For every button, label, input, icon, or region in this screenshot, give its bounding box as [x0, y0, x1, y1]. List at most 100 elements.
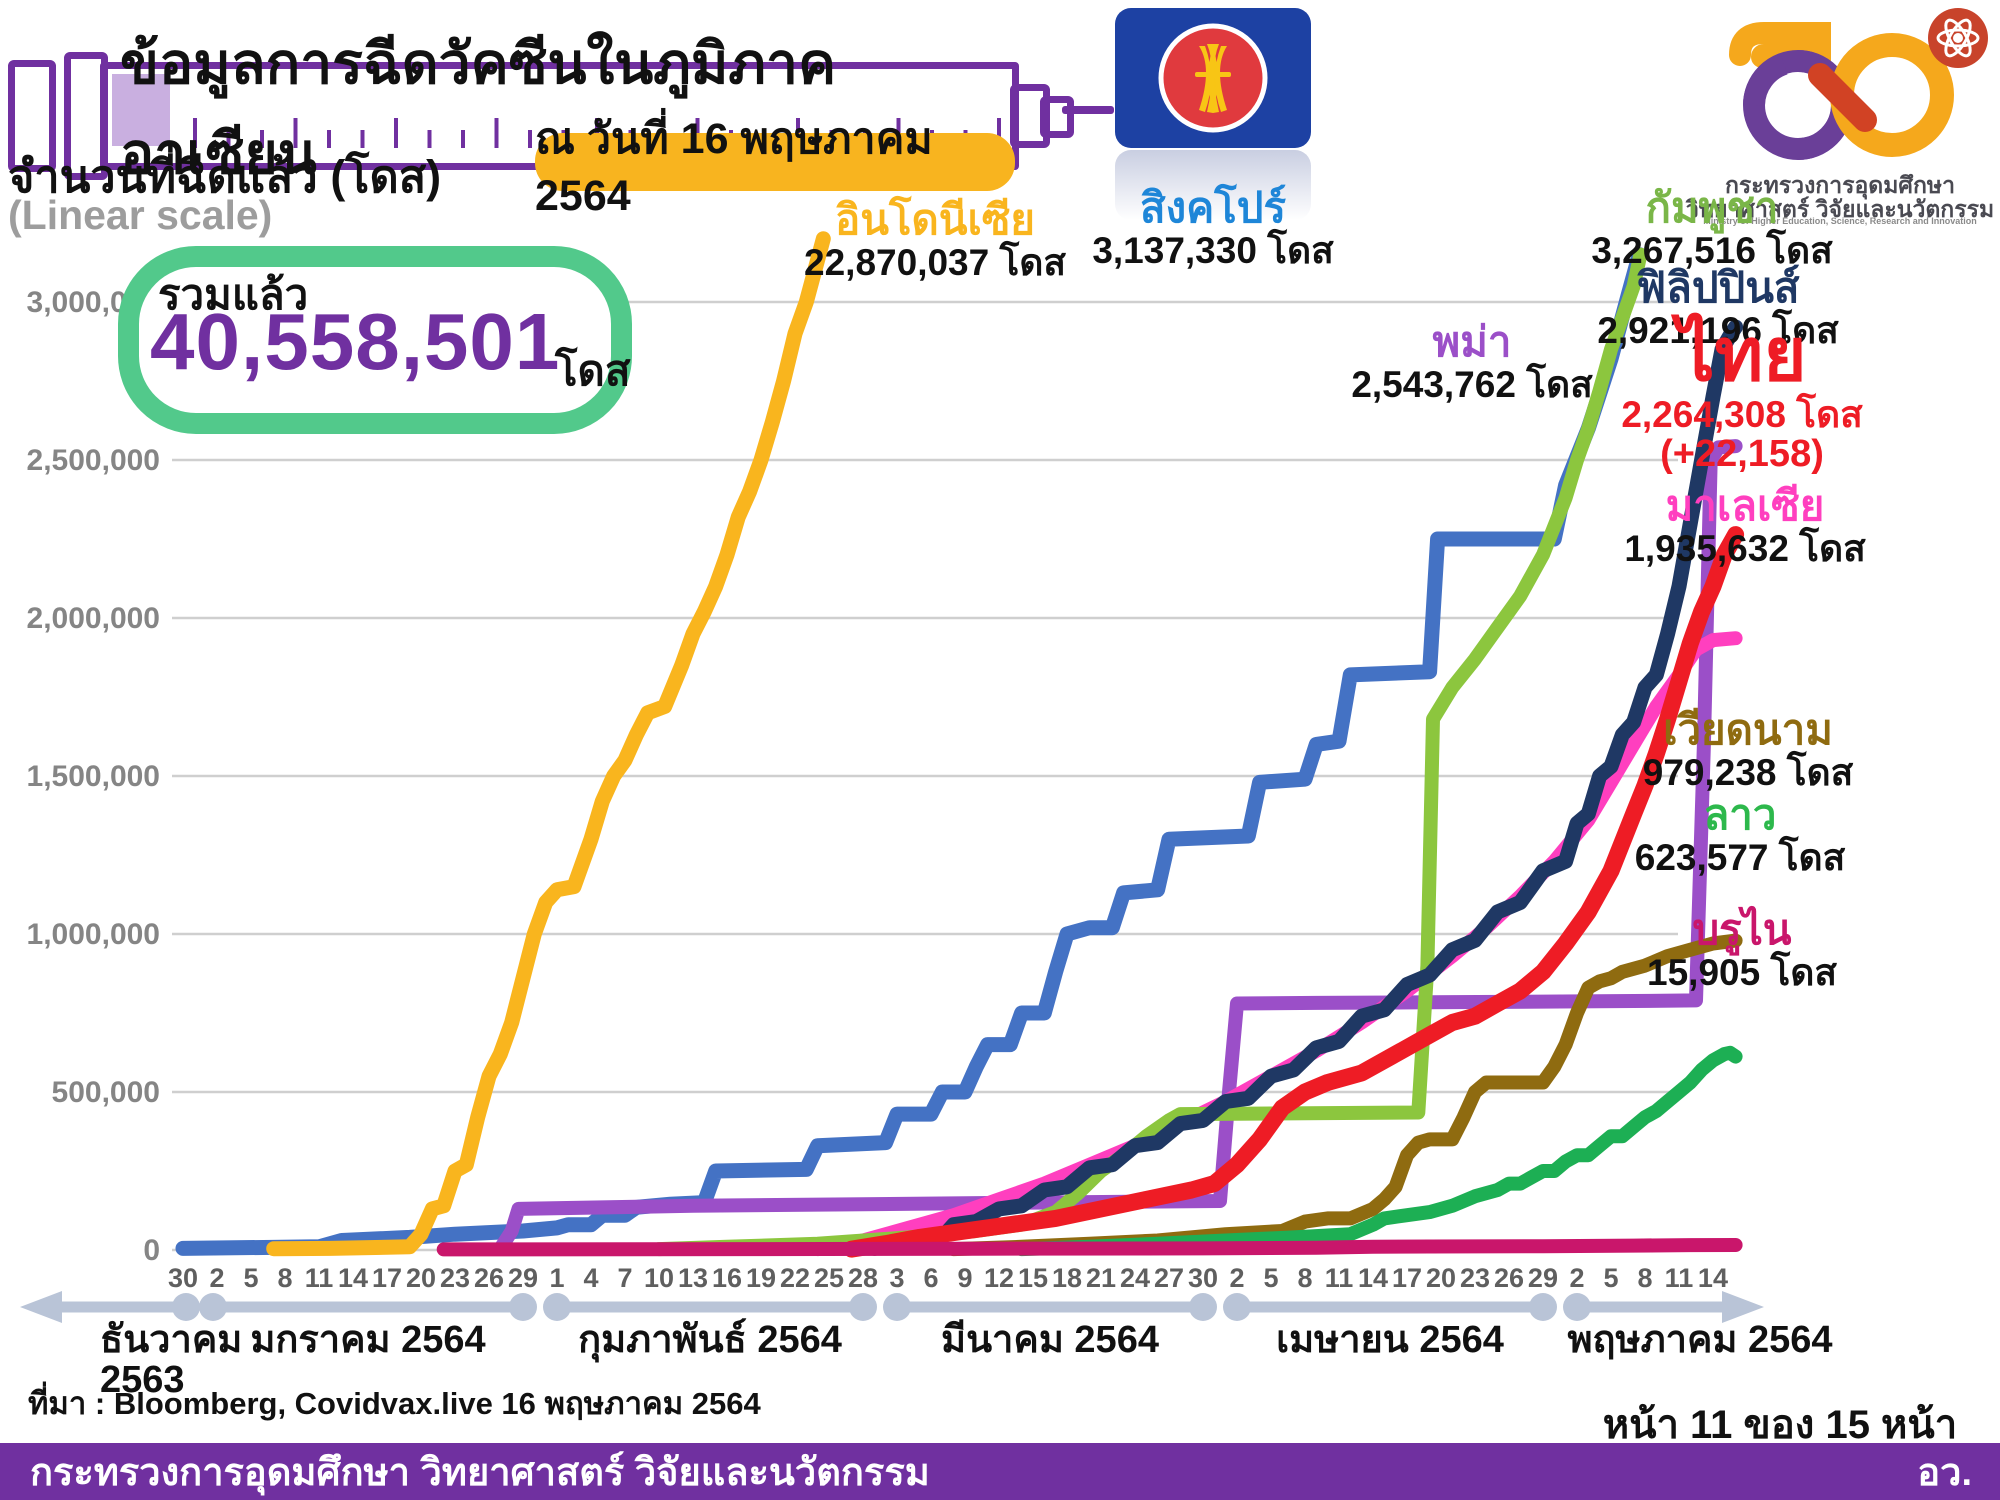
annotation-philippines: ฟิลิปปินส์ 2,921,196 โดส: [1597, 264, 1839, 352]
page-indicator: หน้า 11 ของ 15 หน้า: [1602, 1403, 1958, 1447]
x-tick-label: 20: [406, 1263, 436, 1293]
country-name-indonesia: อินโดนีเซีย: [835, 196, 1035, 243]
country-value-cambodia: 3,267,516 โดส: [1591, 230, 1833, 272]
series-line-thailand: [843, 526, 1745, 1258]
month-label: กุมภาพันธ์ 2564: [578, 1318, 842, 1363]
series-line-singapore: [175, 247, 1647, 1256]
footer-ministry-name: กระทรวงการอุดมศึกษา วิทยาศาสตร์ วิจัยและ…: [30, 1452, 930, 1494]
mhesi-name-line2: วิทยาศาสตร์ วิจัยและนวัตกรรม: [1685, 196, 1995, 222]
x-tick-label: 20: [1426, 1263, 1456, 1293]
syringe-needle-icon: [1062, 106, 1114, 114]
y-tick-label: 500,000: [52, 1076, 160, 1109]
month-axis-dot: [849, 1293, 877, 1321]
x-tick-label: 3: [889, 1263, 904, 1293]
atom-icon: [1928, 8, 1988, 68]
country-name-philippines: ฟิลิปปินส์: [1636, 264, 1800, 311]
month-label: พฤษภาคม 2564: [1567, 1319, 1832, 1361]
series-line-brunei: [436, 1238, 1743, 1257]
month-axis-dot: [172, 1293, 200, 1321]
x-tick-label: 5: [1603, 1263, 1618, 1293]
country-value-philippines: 2,921,196 โดส: [1597, 310, 1839, 352]
month-label-year: 2563: [100, 1359, 185, 1401]
annotation-cambodia: กัมพูชา 3,267,516 โดส: [1591, 184, 1833, 272]
asean-flag-reflection: [1115, 150, 1311, 220]
x-tick-label: 27: [1154, 1263, 1184, 1293]
syringe-plunger-rod-icon: [8, 60, 56, 172]
country-name-cambodia: กัมพูชา: [1645, 184, 1779, 231]
month-axis-dot: [1529, 1293, 1557, 1321]
y-axis-title: จำนวนที่ฉีดแล้ว (โดส): [8, 151, 442, 202]
footer-bar: กระทรวงการอุดมศึกษา วิทยาศาสตร์ วิจัยและ…: [0, 1443, 2000, 1500]
total-label: รวมแล้ว: [158, 271, 309, 318]
series-line-vietnam: [946, 933, 1743, 1257]
country-value-singapore: 3,137,330 โดส: [1092, 230, 1334, 272]
x-tick-label: 14: [1358, 1263, 1388, 1293]
month-label: มกราคม 2564: [250, 1319, 485, 1361]
country-name-laos: ลาว: [1703, 791, 1777, 838]
annotation-malaysia: มาเลเซีย 1,935,632 โดส: [1624, 482, 1866, 570]
page-title: ข้อมูลการฉีดวัคซีนในภูมิภาคอาเซียน: [120, 32, 837, 186]
series-line-malaysia: [810, 631, 1743, 1257]
x-tick-label: 19: [746, 1263, 776, 1293]
y-tick-label: 1,000,000: [27, 918, 160, 951]
x-tick-label: 1: [549, 1263, 564, 1293]
month-axis-dot: [199, 1293, 227, 1321]
country-name-brunei: บรูไน: [1692, 906, 1792, 953]
x-tick-label: 7: [617, 1263, 632, 1293]
x-tick-label: 5: [243, 1263, 258, 1293]
annotation-laos: ลาว 623,577 โดส: [1635, 791, 1846, 879]
asean-flag: [1115, 8, 1311, 148]
x-tick-label: 25: [814, 1263, 844, 1293]
x-tick-label: 11: [305, 1263, 334, 1293]
x-tick-label: 8: [277, 1263, 292, 1293]
x-tick-label: 16: [712, 1263, 742, 1293]
x-tick-label: 2: [1229, 1263, 1244, 1293]
month-axis-dot: [1563, 1293, 1591, 1321]
y-tick-label: 0: [143, 1234, 160, 1267]
x-tick-label: 22: [780, 1263, 810, 1293]
x-tick-label: 24: [1120, 1263, 1150, 1293]
x-tick-label: 11: [1665, 1263, 1694, 1293]
mhesi-60-icon: [1729, 8, 1988, 160]
x-tick-label: 30: [1188, 1263, 1218, 1293]
x-tick-label: 26: [1494, 1263, 1524, 1293]
x-tick-label: 13: [678, 1263, 708, 1293]
x-tick-label: 23: [1460, 1263, 1490, 1293]
series-line-philippines: [866, 319, 1744, 1256]
source-citation: ที่มา : Bloomberg, Covidvax.live 16 พฤษภ…: [28, 1386, 761, 1421]
series-line-myanmar: [493, 439, 1743, 1256]
month-axis-dot: [543, 1293, 571, 1321]
x-tick-label: 8: [1297, 1263, 1312, 1293]
x-tick-label: 5: [1263, 1263, 1278, 1293]
y-tick-label: 2,000,000: [27, 602, 160, 635]
x-tick-label: 10: [644, 1263, 674, 1293]
x-tick-label: 2: [1569, 1263, 1584, 1293]
x-tick-label: 9: [957, 1263, 972, 1293]
footer-ministry-abbr: อว.: [1917, 1452, 1972, 1494]
annotation-thailand: ไทย 2,264,308 โดส (+22,158): [1621, 316, 1862, 475]
annotation-brunei: บรูไน 15,905 โดส: [1647, 906, 1837, 994]
x-tick-label: 26: [474, 1263, 504, 1293]
axis-arrowhead-left: [20, 1291, 62, 1323]
country-value-thailand: 2,264,308 โดส: [1621, 393, 1863, 435]
x-tick-label: 11: [1325, 1263, 1354, 1293]
month-axis-dot: [1189, 1293, 1217, 1321]
x-tick-label: 14: [338, 1263, 368, 1293]
x-tick-label: 17: [1392, 1263, 1422, 1293]
x-tick-label: 17: [372, 1263, 402, 1293]
x-tick-label: 15: [1018, 1263, 1048, 1293]
total-unit: โดส: [555, 347, 631, 394]
y-tick-label: 1,500,000: [27, 760, 160, 793]
axis-arrowhead-right: [1722, 1291, 1764, 1323]
country-name-malaysia: มาเลเซีย: [1665, 482, 1825, 529]
annotation-vietnam: เวียดนาม 979,238 โดส: [1643, 706, 1854, 794]
x-tick-label: 21: [1086, 1263, 1116, 1293]
country-name-thailand: ไทย: [1677, 313, 1807, 396]
month-axis-dot: [509, 1293, 537, 1321]
syringe-fill-icon: [112, 74, 170, 146]
country-name-vietnam: เวียดนาม: [1663, 706, 1833, 753]
total-doses-badge: [118, 246, 632, 434]
x-tick-label: 23: [440, 1263, 470, 1293]
country-value-malaysia: 1,935,632 โดส: [1624, 528, 1866, 570]
